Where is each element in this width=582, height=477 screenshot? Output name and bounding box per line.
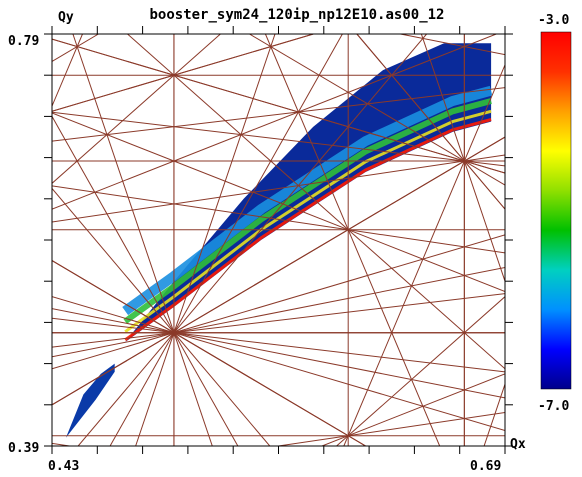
resonance-line-9 xyxy=(52,34,99,62)
plot-area xyxy=(52,34,505,446)
resonance-line-18 xyxy=(278,412,505,446)
resonance-line-3 xyxy=(52,34,83,107)
x-tick-label-min: 0.43 xyxy=(48,459,79,474)
resonance-line-50 xyxy=(264,34,441,446)
resonance-line-2 xyxy=(343,64,505,446)
resonance-line-33 xyxy=(400,34,505,56)
resonance-line-36 xyxy=(52,317,505,373)
resonance-line-12 xyxy=(52,34,497,210)
resonance-line-43 xyxy=(52,38,505,174)
resonance-line-15 xyxy=(52,136,505,406)
resonance-line-52 xyxy=(356,34,505,210)
y-tick-label-max: 0.79 xyxy=(8,34,39,49)
resonance-line-48 xyxy=(249,34,505,186)
resonance-line-35 xyxy=(52,185,505,254)
y-tick-label-min: 0.39 xyxy=(8,441,39,456)
resonance-line-19 xyxy=(52,154,505,223)
resonance-line-21 xyxy=(52,87,505,142)
resonance-line-4 xyxy=(77,34,427,446)
main-footprint xyxy=(125,43,492,343)
resonance-line-17 xyxy=(52,266,505,358)
resonance-line-55 xyxy=(420,34,505,282)
resonance-line-54 xyxy=(72,34,213,446)
colorbar-min-label: -7.0 xyxy=(538,399,569,414)
chart-title: booster_sym24_120ip_np12E10.as00_12 xyxy=(149,7,444,23)
secondary-footprint xyxy=(65,363,115,438)
footprint-band-green xyxy=(123,98,492,324)
resonance-line-16 xyxy=(52,34,314,112)
resonance-line-46 xyxy=(127,34,505,370)
resonance-line-5 xyxy=(109,34,343,446)
resonance-line-37 xyxy=(52,111,505,167)
resonance-line-41 xyxy=(52,112,505,292)
y-axis-label: Qy xyxy=(58,10,74,25)
resonance-lines xyxy=(52,34,505,446)
footprint-band-red xyxy=(124,118,492,342)
x-tick-label-max: 0.69 xyxy=(470,459,501,474)
resonance-line-45 xyxy=(52,116,239,446)
footprint-band-yellow xyxy=(124,109,492,333)
axis-ticks xyxy=(44,26,513,454)
resonance-line-32 xyxy=(52,308,505,399)
resonance-line-42 xyxy=(52,296,505,432)
footprint-band-cyan xyxy=(122,85,493,316)
resonance-line-1 xyxy=(135,34,276,446)
x-axis-label: Qx xyxy=(510,437,526,452)
resonance-line-47 xyxy=(52,260,366,446)
resonance-line-51 xyxy=(52,188,271,446)
resonance-line-7 xyxy=(52,34,221,184)
resonance-line-20 xyxy=(52,293,505,348)
colorbar xyxy=(540,31,572,390)
resonance-line-13 xyxy=(52,234,505,370)
resonance-line-6 xyxy=(336,296,505,446)
resonance-line-11 xyxy=(321,373,505,446)
tune-footprint xyxy=(65,43,493,438)
colorbar-max-label: -3.0 xyxy=(538,13,569,28)
